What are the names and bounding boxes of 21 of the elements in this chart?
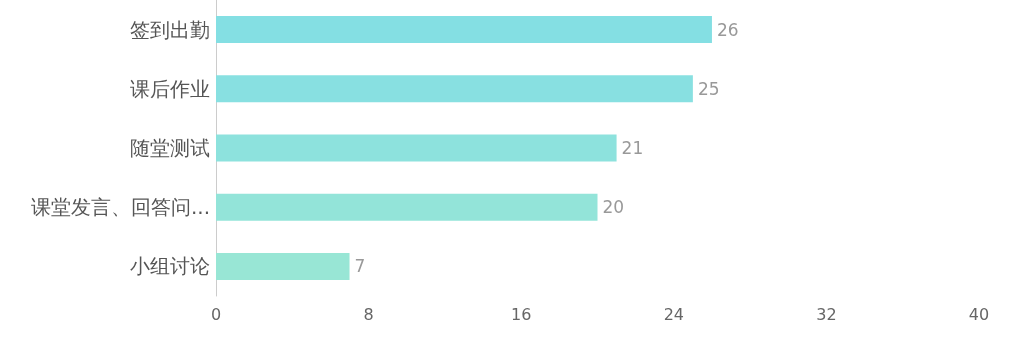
- y-tick-label: 随堂测试: [130, 136, 210, 160]
- bar: [216, 252, 350, 280]
- bar: [216, 16, 712, 44]
- bar: [216, 75, 693, 103]
- bar: [216, 193, 598, 221]
- data-label: 26: [716, 19, 739, 40]
- data-label: 25: [697, 78, 720, 99]
- data-label: 21: [621, 138, 644, 158]
- x-tick-label: 32: [816, 304, 837, 324]
- bar: [216, 134, 617, 162]
- y-tick-label: 小组讨论: [130, 254, 210, 279]
- x-tick-label: 8: [363, 304, 374, 324]
- y-tick-label: 课堂发言、回答问...: [30, 195, 210, 220]
- y-tick-label: 课后作业: [130, 76, 210, 101]
- y-tick-label: 签到出勤: [130, 17, 210, 42]
- x-tick-label: 16: [511, 304, 532, 324]
- x-tick-label: 24: [663, 304, 684, 324]
- x-tick-label: 40: [968, 304, 990, 324]
- data-label: 7: [354, 256, 366, 277]
- data-label: 20: [602, 197, 625, 218]
- x-tick-label: 0: [210, 304, 222, 324]
